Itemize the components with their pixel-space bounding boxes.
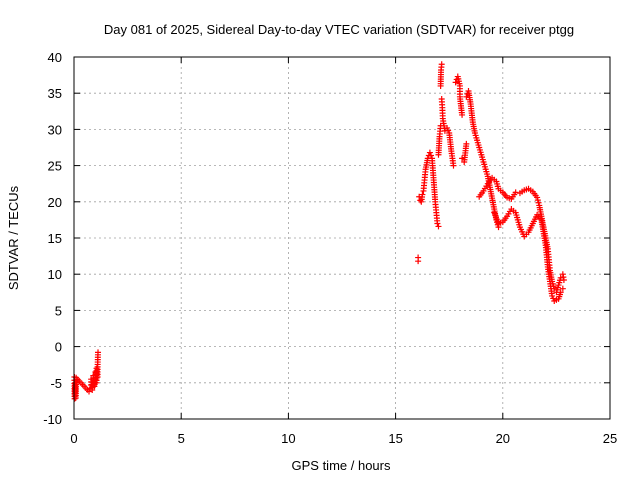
- data-point: [559, 285, 566, 292]
- x-tick-label: 25: [603, 431, 617, 446]
- x-axis-label: GPS time / hours: [292, 458, 391, 473]
- x-tick-label: 10: [281, 431, 295, 446]
- data-point: [86, 388, 93, 395]
- data-point: [459, 111, 466, 118]
- data-point: [415, 258, 422, 265]
- y-tick-label: 15: [48, 231, 62, 246]
- data-point: [560, 276, 567, 283]
- data-point: [438, 61, 445, 68]
- y-tick-label: 10: [48, 267, 62, 282]
- y-tick-label: 25: [48, 159, 62, 174]
- x-tick-label: 5: [178, 431, 185, 446]
- data-point: [535, 199, 542, 206]
- data-point: [450, 162, 457, 169]
- data-point: [95, 349, 102, 356]
- y-tick-label: -5: [50, 376, 62, 391]
- data-point: [512, 189, 519, 196]
- data-point: [426, 149, 433, 156]
- x-tick-label: 20: [496, 431, 510, 446]
- x-tick-label: 15: [388, 431, 402, 446]
- y-tick-label: 5: [55, 303, 62, 318]
- series-late-b: [476, 174, 567, 296]
- y-tick-label: 35: [48, 86, 62, 101]
- x-tick-label: 0: [70, 431, 77, 446]
- data-point: [534, 194, 541, 201]
- y-tick-label: 0: [55, 340, 62, 355]
- data-point: [557, 274, 564, 281]
- plot-frame: [73, 56, 611, 420]
- data-point: [534, 197, 541, 204]
- tick-labels: 0 5 10 15 20 25 -10 -5 0 5 10 15 20 25 30 35 40: [43, 50, 617, 446]
- y-tick-label: -10: [43, 412, 62, 427]
- y-tick-label: 20: [48, 195, 62, 210]
- data-points: [71, 61, 567, 402]
- data-point: [427, 152, 434, 159]
- y-tick-label: 30: [48, 122, 62, 137]
- y-tick-label: 40: [48, 50, 62, 65]
- chart-title: Day 081 of 2025, Sidereal Day-to-day VTE…: [104, 22, 574, 37]
- data-point: [463, 140, 470, 147]
- series-late-a: [415, 61, 502, 265]
- data-point: [434, 220, 441, 227]
- data-point: [557, 289, 564, 296]
- data-point: [452, 79, 459, 86]
- data-point: [419, 191, 426, 198]
- grid-lines: [73, 56, 611, 420]
- series-early: [71, 349, 102, 402]
- data-point: [435, 223, 442, 230]
- y-axis-label: SDTVAR / TECUs: [6, 185, 21, 290]
- series-late-c: [491, 206, 566, 304]
